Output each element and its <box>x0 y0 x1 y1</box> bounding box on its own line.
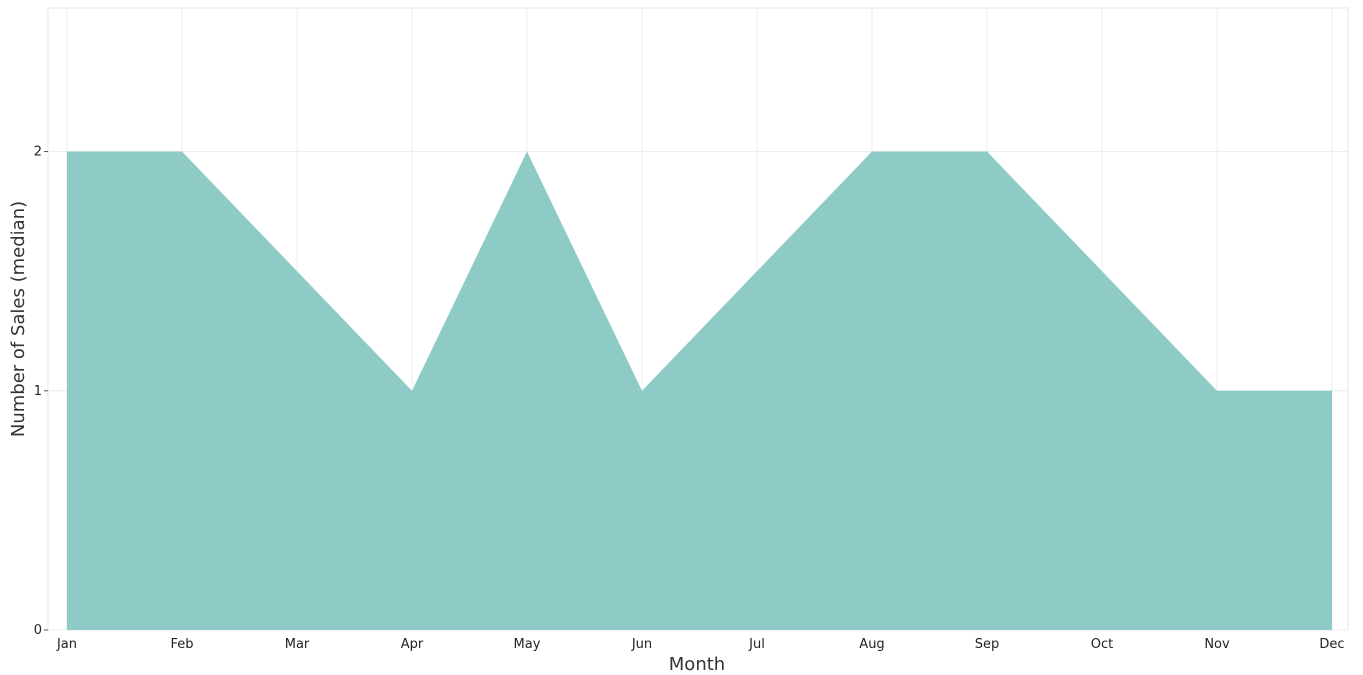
x-tick-label: Apr <box>401 637 424 652</box>
area-series-0 <box>67 151 1332 631</box>
x-tick-label: Jul <box>748 637 765 652</box>
x-tick-label: Jun <box>631 637 652 652</box>
x-axis-ticks: Jan Feb Mar Apr May Jun Jul Aug Sep Oct Nov Dec <box>56 637 1345 652</box>
y-tick-label: 2 <box>34 145 42 160</box>
y-axis-label: Number of Sales (median) <box>8 201 29 437</box>
x-tick-label: May <box>514 637 541 652</box>
x-tick-label: Mar <box>285 637 310 652</box>
x-tick-label: Jan <box>56 637 77 652</box>
y-tick-label: 1 <box>34 384 42 399</box>
series-area <box>66 151 1333 631</box>
x-tick-label: Sep <box>975 637 1000 652</box>
y-axis-ticks: 0 1 2 <box>34 145 48 638</box>
y-tick-label: 0 <box>34 623 42 638</box>
x-tick-label: Nov <box>1204 637 1230 652</box>
x-tick-label: Dec <box>1319 637 1344 652</box>
x-tick-label: Feb <box>170 637 193 652</box>
x-tick-label: Aug <box>859 637 884 652</box>
x-axis-label: Month <box>669 654 725 675</box>
x-tick-label: Oct <box>1091 637 1113 652</box>
